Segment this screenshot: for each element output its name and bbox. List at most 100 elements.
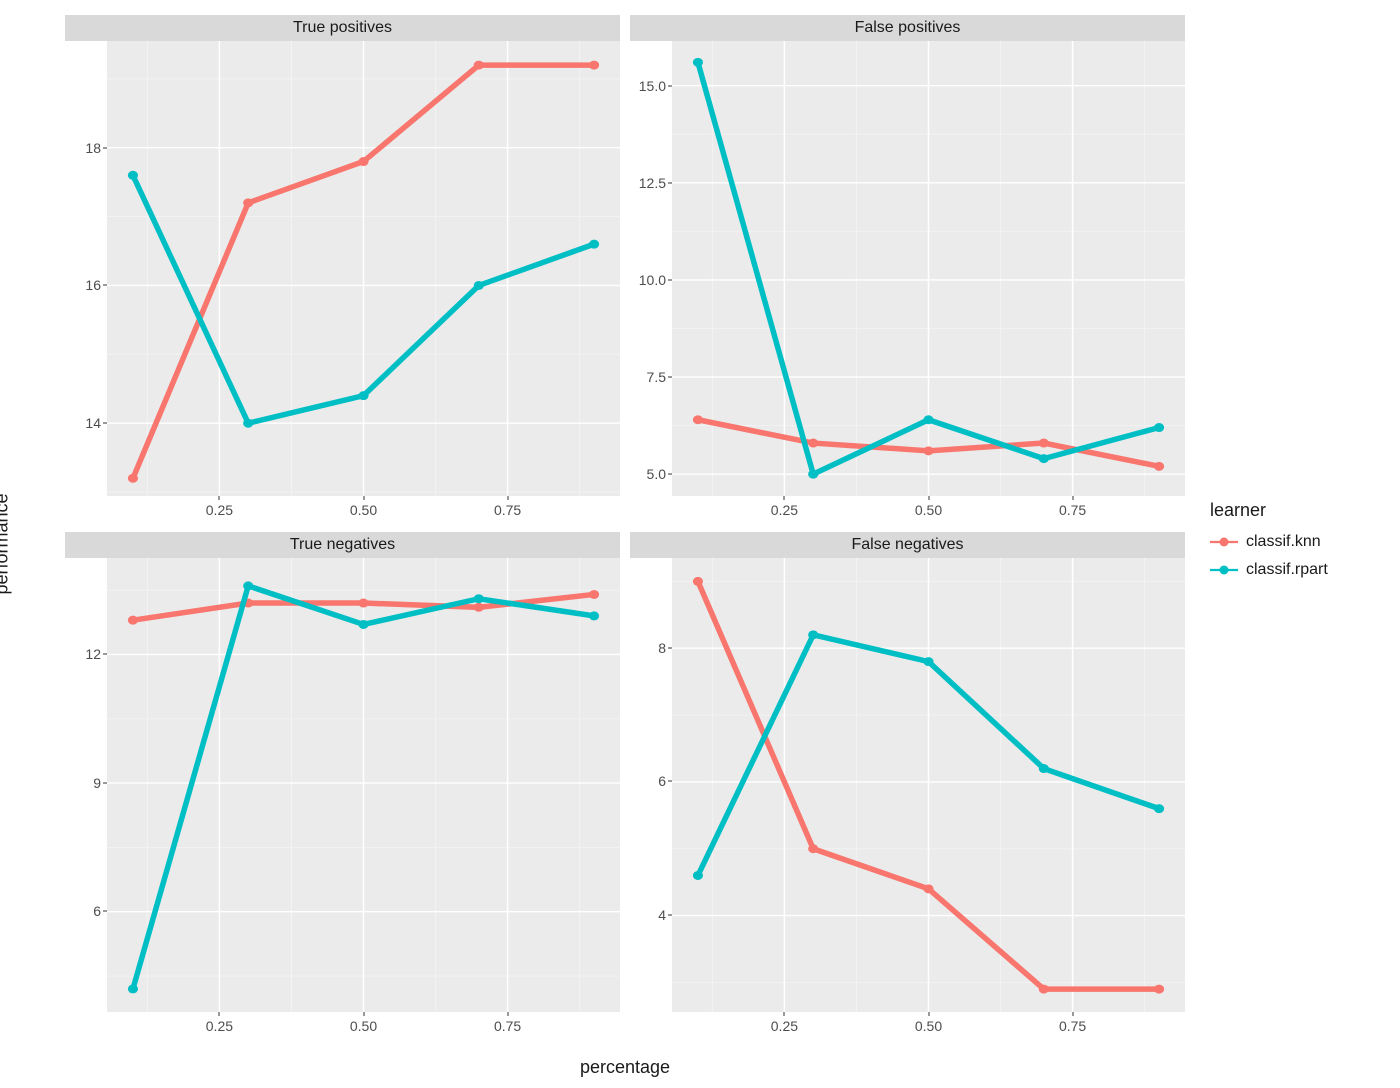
legend-item-classif-knn: classif.knn: [1210, 533, 1390, 551]
x-tick-mark: [219, 496, 220, 500]
y-tick-label: 7.5: [647, 369, 666, 385]
series-point: [243, 581, 253, 590]
y-tick-label: 14: [85, 415, 101, 431]
series-point: [693, 58, 703, 67]
y-tick-label: 12: [85, 646, 101, 662]
x-tick-label: 0.25: [771, 502, 798, 518]
facet-grid: True positives1416180.250.500.75False po…: [65, 15, 1185, 1038]
x-tick-label: 0.50: [350, 502, 377, 518]
series-point: [923, 415, 933, 424]
panel-wrap: 5.07.510.012.515.0: [630, 41, 1185, 496]
facet-strip: False negatives: [630, 532, 1185, 558]
x-tick-label: 0.25: [771, 1018, 798, 1034]
series-point: [474, 281, 484, 290]
x-axis-title: percentage: [65, 1057, 1185, 1078]
panel-svg: [107, 558, 620, 1013]
series-point: [589, 61, 599, 70]
series-point: [128, 171, 138, 180]
y-tick-label: 6: [658, 773, 666, 789]
x-tick-label: 0.50: [915, 502, 942, 518]
series-point: [1154, 423, 1164, 432]
x-tick-mark: [363, 1012, 364, 1016]
series-point: [693, 870, 703, 879]
series-point: [358, 391, 368, 400]
y-tick-label: 18: [85, 140, 101, 156]
y-axis-title: performance: [0, 493, 13, 594]
x-tick-mark: [928, 496, 929, 500]
y-tick-label: 16: [85, 277, 101, 293]
facet-true-positives: True positives1416180.250.500.75: [65, 15, 620, 522]
x-tick-label: 0.75: [494, 502, 521, 518]
series-point: [128, 615, 138, 624]
y-tick-label: 12.5: [639, 175, 666, 191]
x-tick-mark: [219, 1012, 220, 1016]
x-tick-label: 0.50: [350, 1018, 377, 1034]
x-tick-label: 0.50: [915, 1018, 942, 1034]
series-point: [808, 630, 818, 639]
series-point: [808, 844, 818, 853]
series-point: [474, 594, 484, 603]
panel-wrap: 6 9 12: [65, 558, 620, 1013]
x-tick-mark: [784, 1012, 785, 1016]
series-point: [1039, 764, 1049, 773]
y-tick-label: 8: [658, 640, 666, 656]
y-tick-label: 9: [93, 775, 101, 791]
series-point: [358, 157, 368, 166]
x-tick-mark: [784, 496, 785, 500]
y-ticks: 5.07.510.012.515.0: [630, 41, 672, 496]
y-ticks: 4 6 8: [630, 558, 672, 1013]
panel-svg: [107, 41, 620, 496]
y-ticks: 14 16 18: [65, 41, 107, 496]
series-point: [923, 446, 933, 455]
series-point: [923, 884, 933, 893]
x-tick-label: 0.25: [206, 1018, 233, 1034]
chart-container: performance True positives1416180.250.50…: [10, 10, 1390, 1078]
legend-label: classif.knn: [1246, 533, 1321, 551]
series-point: [1154, 984, 1164, 993]
facet-strip: True positives: [65, 15, 620, 41]
series-point: [923, 657, 933, 666]
panel: [672, 558, 1185, 1013]
x-ticks: 0.25 0.50 0.75: [672, 496, 1185, 522]
series-point: [1039, 439, 1049, 448]
series-point: [589, 240, 599, 249]
series-point: [1039, 984, 1049, 993]
series-point: [1154, 804, 1164, 813]
plot-area: performance True positives1416180.250.50…: [10, 10, 1190, 1078]
series-point: [808, 470, 818, 479]
x-tick-mark: [507, 1012, 508, 1016]
facet-true-negatives: True negatives69120.250.500.75: [65, 532, 620, 1039]
panel-wrap: 14 16 18: [65, 41, 620, 496]
series-point: [243, 198, 253, 207]
x-tick-mark: [507, 496, 508, 500]
legend-swatch: [1210, 561, 1238, 579]
x-tick-mark: [928, 1012, 929, 1016]
y-ticks: 6 9 12: [65, 558, 107, 1013]
legend: learner classif.knn classif.rpart: [1190, 10, 1390, 1078]
series-point: [128, 984, 138, 993]
legend-item-classif-rpart: classif.rpart: [1210, 561, 1390, 579]
x-ticks: 0.250.500.75: [107, 1012, 620, 1038]
legend-title: learner: [1210, 500, 1390, 521]
x-tick-mark: [1072, 496, 1073, 500]
panel: [107, 41, 620, 496]
y-tick-label: 5.0: [647, 466, 666, 482]
series-point: [358, 598, 368, 607]
series-point: [243, 419, 253, 428]
series-point: [358, 619, 368, 628]
series-point: [808, 439, 818, 448]
x-tick-label: 0.75: [1059, 502, 1086, 518]
series-point: [474, 61, 484, 70]
series-point: [589, 611, 599, 620]
y-tick-label: 4: [658, 907, 666, 923]
x-ticks: 0.25 0.50 0.75: [672, 1012, 1185, 1038]
x-tick-label: 0.75: [1059, 1018, 1086, 1034]
panel: [672, 41, 1185, 496]
series-point: [1154, 462, 1164, 471]
series-point: [128, 474, 138, 483]
series-point: [1039, 454, 1049, 463]
panel: [107, 558, 620, 1013]
y-tick-label: 6: [93, 903, 101, 919]
legend-swatch: [1210, 533, 1238, 551]
panel-svg: [672, 558, 1185, 1013]
